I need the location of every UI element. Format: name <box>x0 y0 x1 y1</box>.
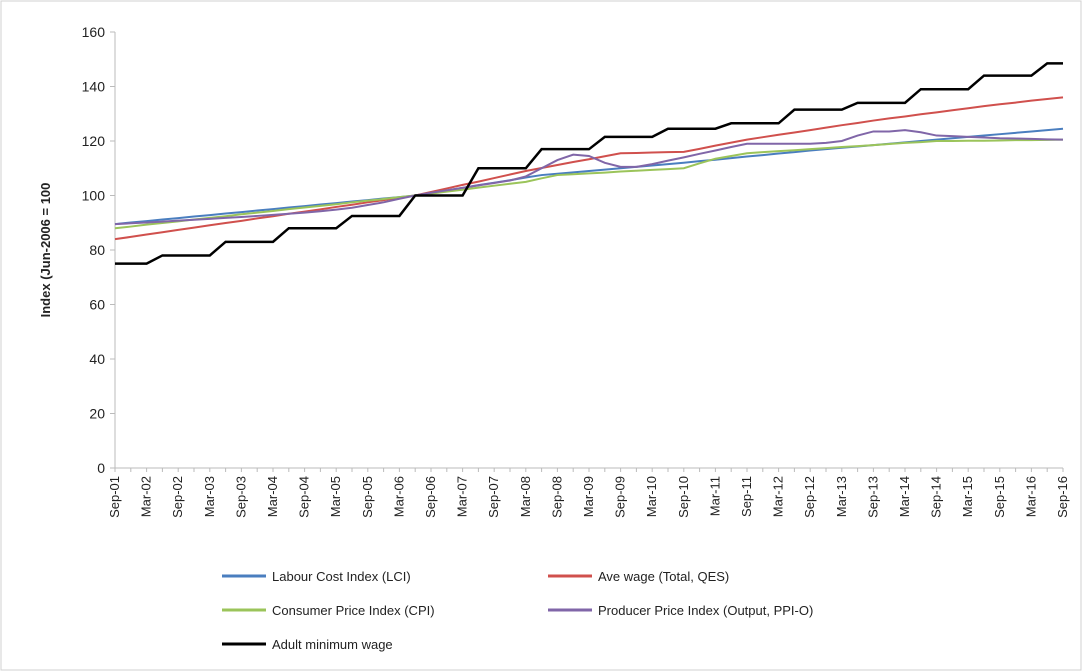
x-tick-label: Mar-05 <box>328 476 343 517</box>
x-tick-label: Sep-10 <box>676 476 691 518</box>
y-tick-label: 120 <box>82 133 106 149</box>
x-tick-label: Mar-12 <box>771 476 786 517</box>
x-tick-label: Mar-06 <box>391 476 406 517</box>
x-tick-label: Mar-08 <box>518 476 533 517</box>
x-tick-label: Sep-16 <box>1055 476 1070 518</box>
x-tick-label: Sep-01 <box>107 476 122 518</box>
x-tick-label: Sep-02 <box>170 476 185 518</box>
series-line <box>115 62 1063 265</box>
y-tick-label: 40 <box>89 351 105 367</box>
x-tick-label: Sep-06 <box>423 476 438 518</box>
x-tick-label: Mar-13 <box>834 476 849 517</box>
x-tick-label: Sep-12 <box>802 476 817 518</box>
x-tick-label: Mar-07 <box>455 476 470 517</box>
y-tick-label: 140 <box>82 79 106 95</box>
y-tick-label: 160 <box>82 24 106 40</box>
x-tick-label: Mar-10 <box>644 476 659 517</box>
legend-label: Producer Price Index (Output, PPI-O) <box>598 603 813 618</box>
x-tick-label: Mar-02 <box>139 476 154 517</box>
y-tick-label: 20 <box>89 406 105 422</box>
y-tick-label: 80 <box>89 242 105 258</box>
x-tick-label: Mar-11 <box>707 476 722 516</box>
legend-label: Ave wage (Total, QES) <box>598 569 729 584</box>
x-tick-label: Mar-16 <box>1023 476 1038 517</box>
x-tick-label: Sep-04 <box>297 476 312 518</box>
y-tick-label: 0 <box>97 460 105 476</box>
x-tick-label: Sep-14 <box>929 476 944 518</box>
y-tick-label: 100 <box>82 188 106 204</box>
x-tick-label: Sep-15 <box>992 476 1007 518</box>
series-line <box>114 129 1064 226</box>
x-tick-label: Mar-14 <box>897 476 912 517</box>
x-tick-label: Mar-03 <box>202 476 217 517</box>
x-tick-label: Mar-15 <box>960 476 975 517</box>
y-tick-label: 60 <box>89 297 105 313</box>
x-tick-label: Mar-04 <box>265 476 280 517</box>
x-tick-label: Sep-11 <box>739 476 754 517</box>
series-line <box>114 138 1064 230</box>
x-tick-label: Sep-05 <box>360 476 375 518</box>
x-tick-label: Sep-07 <box>486 476 501 518</box>
x-tick-label: Mar-09 <box>581 476 596 517</box>
x-tick-label: Sep-08 <box>549 476 564 518</box>
x-tick-label: Sep-03 <box>233 476 248 518</box>
legend-label: Consumer Price Index (CPI) <box>272 603 435 618</box>
x-tick-label: Sep-13 <box>865 476 880 518</box>
y-axis-label: Index (Jun-2006 = 100 <box>38 183 53 318</box>
legend-label: Labour Cost Index (LCI) <box>272 569 411 584</box>
legend-label: Adult minimum wage <box>272 637 393 652</box>
series-line <box>114 96 1064 241</box>
x-tick-label: Sep-09 <box>613 476 628 518</box>
